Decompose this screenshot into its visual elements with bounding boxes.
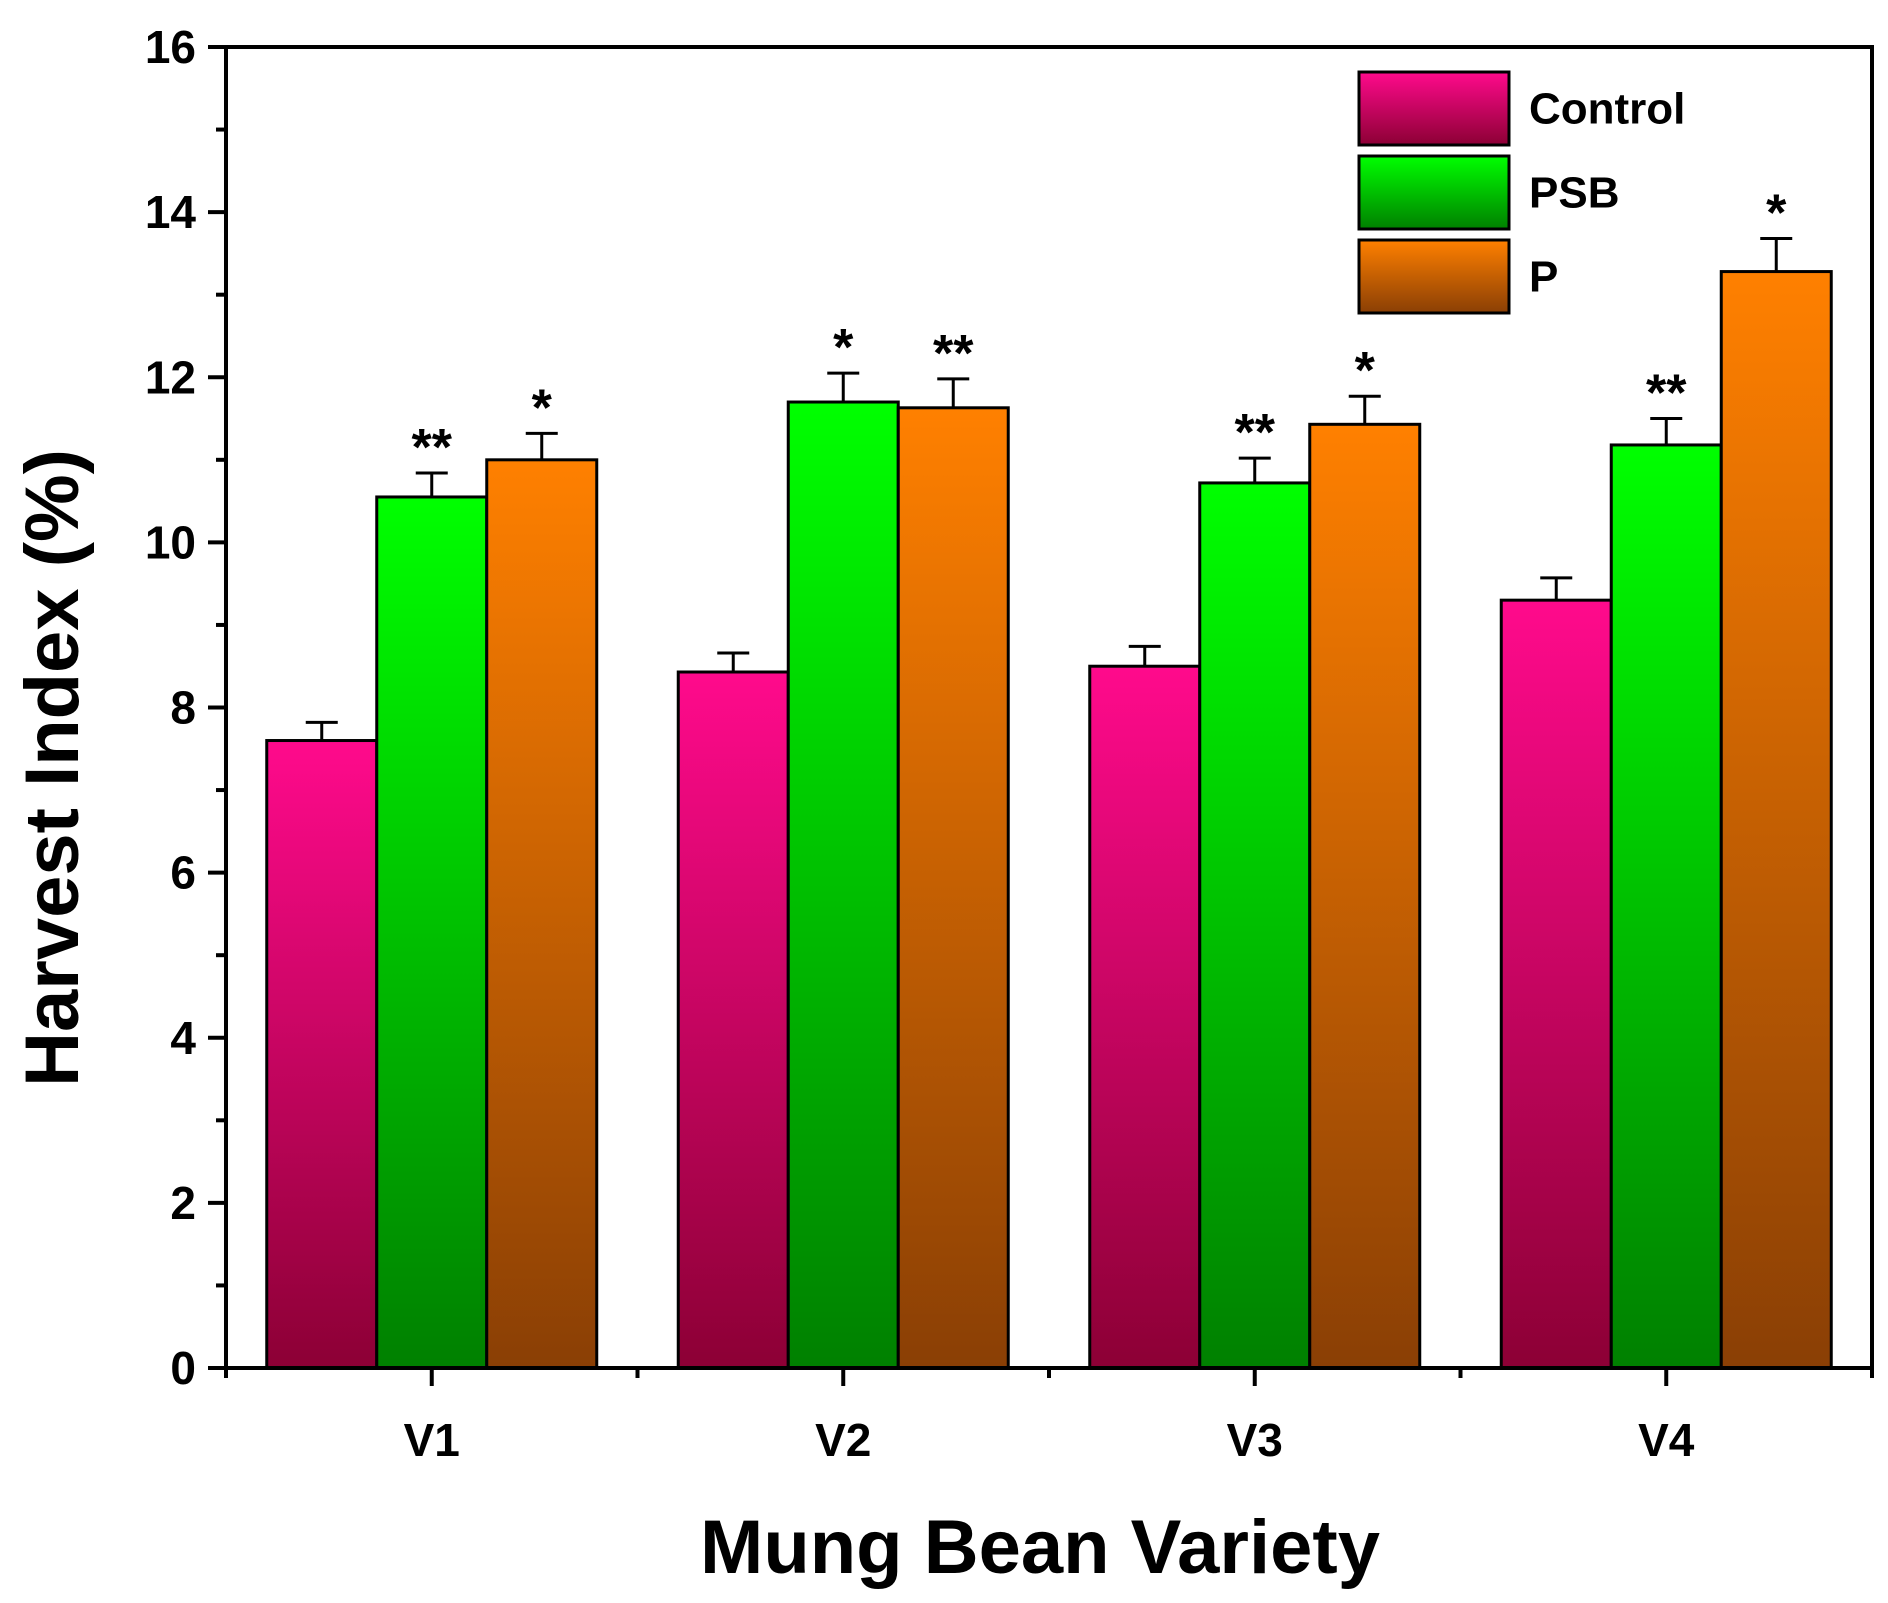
bar-psb-v4 bbox=[1609, 443, 1723, 1370]
y-tick-label: 8 bbox=[170, 682, 196, 734]
y-tick-label: 14 bbox=[145, 186, 197, 238]
y-tick-label: 2 bbox=[170, 1177, 196, 1229]
significance-mark-psb-v3: ** bbox=[1235, 404, 1276, 462]
legend: Control PSB P bbox=[1357, 70, 1685, 315]
significance-mark-psb-v1: ** bbox=[412, 419, 453, 477]
legend-swatch-psb bbox=[1357, 154, 1511, 231]
bar-control-v1 bbox=[265, 739, 379, 1370]
bar-psb-v2 bbox=[786, 400, 900, 1370]
x-tick-label-v4: V4 bbox=[1638, 1414, 1695, 1466]
legend-swatch-p bbox=[1357, 238, 1511, 315]
x-axis-title: Mung Bean Variety bbox=[700, 1505, 1380, 1590]
bar-p-v1 bbox=[485, 458, 599, 1370]
bar-p-v4 bbox=[1719, 270, 1833, 1370]
y-tick-label: 16 bbox=[145, 21, 196, 73]
y-tick-label: 10 bbox=[145, 516, 196, 568]
significance-mark-p-v4: * bbox=[1766, 185, 1787, 243]
bar-psb-v1 bbox=[375, 495, 489, 1370]
axes-layer: 0 2 4 6 8 10 12 14 16 V1 V2 V3 V4 bbox=[145, 21, 1874, 1466]
x-tick-label-v3: V3 bbox=[1227, 1414, 1283, 1466]
x-tick-label-v1: V1 bbox=[404, 1414, 460, 1466]
y-axis-title: Harvest Index (%) bbox=[10, 449, 95, 1087]
legend-label-control: Control bbox=[1529, 85, 1685, 134]
x-tick-label-v2: V2 bbox=[815, 1414, 871, 1466]
significance-mark-psb-v4: ** bbox=[1646, 365, 1687, 423]
y-tick-label: 12 bbox=[145, 351, 196, 403]
labels-layer: **** ***** *** bbox=[412, 185, 1788, 477]
bar-p-v3 bbox=[1308, 422, 1422, 1370]
legend-label-p: P bbox=[1529, 253, 1558, 302]
significance-mark-p-v2: ** bbox=[933, 325, 974, 383]
significance-mark-p-v3: * bbox=[1355, 342, 1376, 400]
bar-control-v3 bbox=[1088, 664, 1202, 1370]
bar-psb-v3 bbox=[1198, 481, 1312, 1370]
y-tick-label: 0 bbox=[170, 1342, 196, 1394]
significance-mark-p-v1: * bbox=[532, 379, 553, 437]
bars-layer bbox=[265, 237, 1833, 1370]
bar-control-v4 bbox=[1499, 598, 1613, 1370]
bar-control-v2 bbox=[676, 670, 790, 1370]
legend-swatch-control bbox=[1357, 70, 1511, 147]
bar-p-v2 bbox=[896, 406, 1010, 1370]
legend-label-psb: PSB bbox=[1529, 169, 1619, 218]
y-tick-label: 4 bbox=[170, 1012, 196, 1064]
y-tick-label: 6 bbox=[170, 847, 196, 899]
significance-mark-psb-v2: * bbox=[833, 319, 854, 377]
